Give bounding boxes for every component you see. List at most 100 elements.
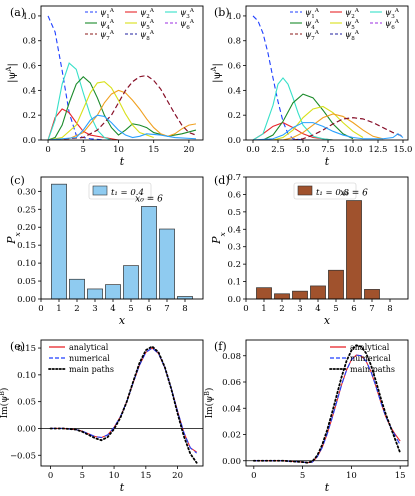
bar-x2: [69, 278, 85, 300]
series-line-ψ5A: [253, 105, 364, 140]
x-tick-label: 1: [261, 304, 266, 314]
bar-x5: [328, 269, 344, 300]
series-line-ψ4A: [47, 75, 197, 140]
x-tick-label: 0.0: [246, 145, 260, 155]
legend-label: analytical: [69, 343, 109, 352]
x-tick-label: 8: [182, 304, 187, 314]
y-axis-label: Px: [5, 231, 22, 244]
x-tick-label: 10: [113, 145, 124, 155]
series-line-ψ2A: [47, 108, 119, 140]
panel-label: (b): [214, 6, 230, 19]
legend-label: ψ5A: [140, 19, 155, 31]
plot-frame: [40, 176, 204, 300]
x-tick-label: 0: [243, 304, 248, 314]
x-tick-label: 5: [81, 145, 86, 155]
series-line-ψ1A: [252, 15, 313, 140]
y-tick-label: 0.8: [22, 37, 36, 47]
bar-x3: [87, 288, 103, 300]
y-tick-label: 0.10: [17, 259, 36, 269]
x-tick-label: 2: [279, 304, 284, 314]
x-tick-label: 6: [146, 304, 151, 314]
x-tick-label: 15: [395, 471, 406, 481]
x-tick-label: 0: [45, 145, 50, 155]
x-tick-label: 4: [110, 304, 115, 314]
series-line-numerical: [50, 347, 198, 454]
legend-label: ψ6A: [180, 19, 195, 31]
panel-label: (c): [10, 174, 25, 187]
legend-label: ψ7A: [305, 30, 320, 42]
x-tick-label: 5.0: [296, 145, 310, 155]
y-tick-label: 0.4: [227, 225, 241, 235]
series-line-ψ3A: [252, 77, 334, 140]
y-tick-label: 0.6: [227, 190, 241, 200]
legend-swatch: [92, 185, 108, 196]
y-tick-label: 0.2: [227, 260, 241, 270]
legend-label: numerical: [350, 354, 391, 363]
x-tick-label: 7.5: [321, 145, 335, 155]
x-tick-label: 15: [148, 145, 159, 155]
y-tick-label: 0.7: [227, 173, 241, 183]
x-tick-label: 3: [92, 304, 97, 314]
y-tick-label: 1.0: [22, 12, 36, 22]
series-line-ψ9A: [47, 114, 196, 140]
x-axis-label: t: [325, 481, 330, 494]
x-tick-label: 7: [369, 304, 374, 314]
series-line-main-paths: [252, 344, 402, 464]
x-tick-label: 5: [128, 304, 133, 314]
y-tick-label: 0.15: [17, 344, 36, 354]
plot-frame: [245, 339, 409, 467]
series-line-ψ3A: [47, 62, 112, 140]
legend-label: ψ1A: [305, 8, 320, 20]
x-tick-label: 15.0: [394, 145, 413, 155]
x-axis-label: x: [324, 314, 331, 327]
series-line-ψ6A: [48, 89, 197, 140]
legend-label: ψ2A: [345, 8, 360, 20]
legend: ψ1A ψ2A ψ3A ψ4A ψ5A ψ6A ψ7A ψ8A: [85, 8, 195, 42]
bar-x6: [141, 206, 157, 300]
plot-frame: [40, 339, 204, 467]
y-tick-label: 0.4: [22, 86, 36, 96]
y-tick-label: 0.20: [17, 223, 36, 233]
y-tick-label: 0.25: [17, 205, 36, 215]
panel-d: (d) 0 1 2 3 4 5 6 7 8 0.0 0.1 0.2 0.3 0.4 0.5 0.6 0.7 x Px t…: [210, 173, 409, 327]
x-tick-label: 0: [48, 471, 53, 481]
x-tick-label: 20: [183, 145, 194, 155]
legend-label: t₁ = 0.4: [111, 188, 144, 198]
series-line-ψ2A: [252, 122, 334, 140]
x-tick-label: 5: [333, 304, 338, 314]
y-tick-label: 0.06: [222, 378, 241, 388]
y-tick-label: 0.15: [17, 241, 36, 251]
legend: analytical numerical main paths: [329, 343, 395, 374]
y-axis-label: |ψA|: [5, 63, 18, 83]
panel-e: (e) 0 5 10 15 20 −0.05 0.00 0.05 0.10 0.15 t Im(ψB) a…: [0, 339, 204, 494]
y-tick-label: 0.5: [227, 208, 241, 218]
panel-label: (f): [214, 340, 227, 353]
x-tick-label: 4: [315, 304, 320, 314]
legend-label: ψ4A: [305, 19, 320, 31]
x-axis-label: t: [325, 155, 330, 168]
series-line-ψ1A: [47, 15, 105, 140]
panel-label: (d): [214, 174, 230, 187]
bar-x3: [292, 290, 308, 300]
x-axis-label: x: [119, 314, 126, 327]
panel-a: (a) 0 5 10 15 20 0.0 0.2 0.4 0.6 0.8 1.0 t |ψA| ψ1A ψ2A…: [5, 5, 204, 168]
x-tick-label: 15: [140, 471, 151, 481]
y-tick-label: 0.08: [222, 352, 241, 362]
x-tick-label: 0: [38, 304, 43, 314]
x-tick-label: 1: [56, 304, 61, 314]
y-tick-label: 0.0: [22, 136, 36, 146]
x-tick-label: 20: [172, 471, 183, 481]
x-tick-label: 5: [300, 471, 305, 481]
legend-label: main paths: [350, 365, 395, 374]
legend-swatch: [297, 185, 313, 196]
x-tick-label: 10: [346, 471, 357, 481]
series-line-ψ4A: [253, 93, 354, 140]
legend-label: ψ1A: [100, 8, 115, 20]
y-tick-label: 0.04: [222, 404, 241, 414]
x-tick-label: 2: [74, 304, 79, 314]
series-line-ψ8A: [253, 117, 404, 140]
bar-x6: [346, 200, 362, 300]
y-tick-label: 0.2: [227, 111, 241, 121]
panel-b: (b) 0.0 2.5 5.0 7.5 10.0 12.5 15.0 0.0 0.2 0.4 0.6 0…: [210, 5, 413, 168]
